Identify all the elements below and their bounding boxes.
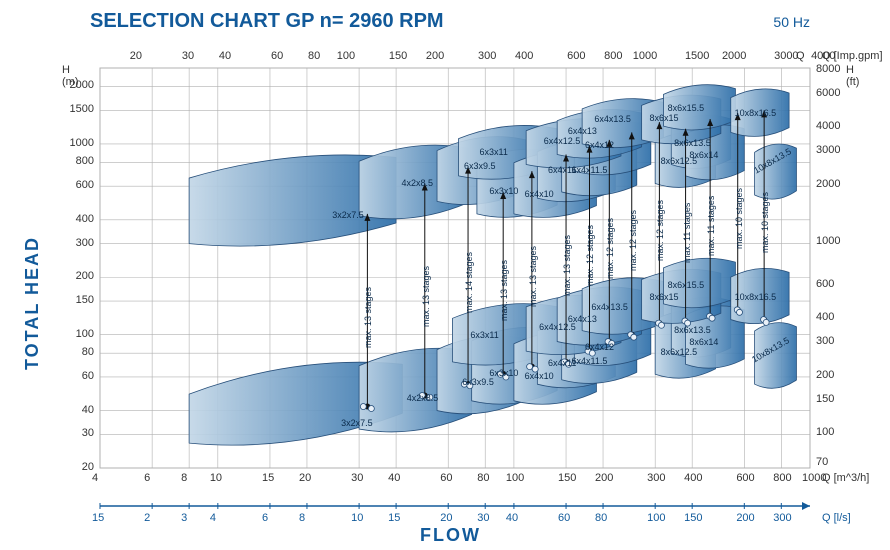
unit-q-ls: Q [l/s] xyxy=(822,512,851,524)
y-tick-m: 600 xyxy=(64,179,94,191)
x-tick-ls: 20 xyxy=(440,512,452,524)
y-tick-m: 60 xyxy=(64,370,94,382)
x-tick-m3h: 10 xyxy=(210,472,222,484)
unit-q-top: Q [Imp.gpm] xyxy=(822,50,883,62)
x-tick-ls: 2 xyxy=(144,512,150,524)
x-tick-ls: 10 xyxy=(351,512,363,524)
x-tick-ls: 15 xyxy=(388,512,400,524)
x-tick-gpm: 30 xyxy=(182,50,194,62)
x-tick-gpm: 80 xyxy=(308,50,320,62)
y-tick-ft: 200 xyxy=(816,369,834,381)
y-tick-m: 400 xyxy=(64,213,94,225)
x-tick-m3h: 80 xyxy=(477,472,489,484)
unit-h-left: H (m) xyxy=(62,64,79,88)
unit-h-right: H (ft) xyxy=(846,64,859,88)
x-tick-m3h: 4 xyxy=(92,472,98,484)
x-tick-ls: 40 xyxy=(506,512,518,524)
x-tick-m3h: 100 xyxy=(506,472,524,484)
pump-selection-chart: SELECTION CHART GP n= 2960 RPM 50 Hz TOT… xyxy=(0,0,890,550)
y-tick-m: 30 xyxy=(64,427,94,439)
y-tick-ft: 1000 xyxy=(816,235,840,247)
x-tick-gpm: 40 xyxy=(219,50,231,62)
y-tick-ft: 6000 xyxy=(816,87,840,99)
x-tick-m3h: 60 xyxy=(440,472,452,484)
y-tick-ft: 70 xyxy=(816,456,828,468)
x-tick-ls: 200 xyxy=(736,512,754,524)
y-tick-ft: 3000 xyxy=(816,144,840,156)
y-tick-ft: 150 xyxy=(816,393,834,405)
x-tick-m3h: 6 xyxy=(144,472,150,484)
x-tick-ls: 100 xyxy=(647,512,665,524)
x-tick-m3h: 200 xyxy=(595,472,613,484)
y-tick-m: 800 xyxy=(64,155,94,167)
x-tick-m3h: 400 xyxy=(684,472,702,484)
x-tick-gpm: 300 xyxy=(478,50,496,62)
x-tick-gpm: 20 xyxy=(130,50,142,62)
y-tick-m: 100 xyxy=(64,328,94,340)
x-tick-gpm: 400 xyxy=(515,50,533,62)
x-tick-ls: 300 xyxy=(773,512,791,524)
x-tick-m3h: 20 xyxy=(299,472,311,484)
x-tick-gpm: 1500 xyxy=(685,50,709,62)
y-tick-ft: 300 xyxy=(816,335,834,347)
x-tick-gpm: 2000 xyxy=(722,50,746,62)
x-tick-ls: 15 xyxy=(92,512,104,524)
x-tick-ls: 4 xyxy=(210,512,216,524)
unit-q-m3h: Q [m^3/h] xyxy=(822,472,869,484)
y-tick-ft: 2000 xyxy=(816,178,840,190)
x-tick-gpm: 3000 xyxy=(774,50,798,62)
x-tick-m3h: 40 xyxy=(388,472,400,484)
chart-svg xyxy=(0,0,890,550)
x-tick-ls: 8 xyxy=(299,512,305,524)
x-tick-m3h: 30 xyxy=(351,472,363,484)
y-tick-m: 150 xyxy=(64,294,94,306)
x-tick-gpm: 600 xyxy=(567,50,585,62)
y-tick-ft: 600 xyxy=(816,278,834,290)
q-marker-top: Q xyxy=(796,50,805,62)
x-tick-gpm: 200 xyxy=(426,50,444,62)
y-tick-ft: 4000 xyxy=(816,120,840,132)
x-tick-gpm: 60 xyxy=(271,50,283,62)
x-tick-gpm: 800 xyxy=(604,50,622,62)
x-tick-gpm: 150 xyxy=(389,50,407,62)
y-tick-m: 20 xyxy=(64,461,94,473)
x-tick-ls: 6 xyxy=(262,512,268,524)
x-tick-ls: 3 xyxy=(181,512,187,524)
x-tick-m3h: 800 xyxy=(773,472,791,484)
x-tick-gpm: 1000 xyxy=(633,50,657,62)
y-tick-ft: 400 xyxy=(816,311,834,323)
x-tick-ls: 150 xyxy=(684,512,702,524)
x-tick-ls: 80 xyxy=(595,512,607,524)
y-tick-m: 40 xyxy=(64,404,94,416)
y-tick-m: 200 xyxy=(64,270,94,282)
y-tick-ft: 8000 xyxy=(816,63,840,75)
x-tick-m3h: 15 xyxy=(262,472,274,484)
x-tick-gpm: 100 xyxy=(337,50,355,62)
y-tick-m: 1000 xyxy=(64,137,94,149)
y-tick-m: 300 xyxy=(64,237,94,249)
y-tick-ft: 100 xyxy=(816,426,834,438)
y-tick-m: 80 xyxy=(64,346,94,358)
x-tick-m3h: 150 xyxy=(558,472,576,484)
x-tick-m3h: 600 xyxy=(736,472,754,484)
x-tick-ls: 30 xyxy=(477,512,489,524)
x-tick-ls: 60 xyxy=(558,512,570,524)
y-tick-m: 1500 xyxy=(64,103,94,115)
x-tick-m3h: 300 xyxy=(647,472,665,484)
x-tick-m3h: 8 xyxy=(181,472,187,484)
